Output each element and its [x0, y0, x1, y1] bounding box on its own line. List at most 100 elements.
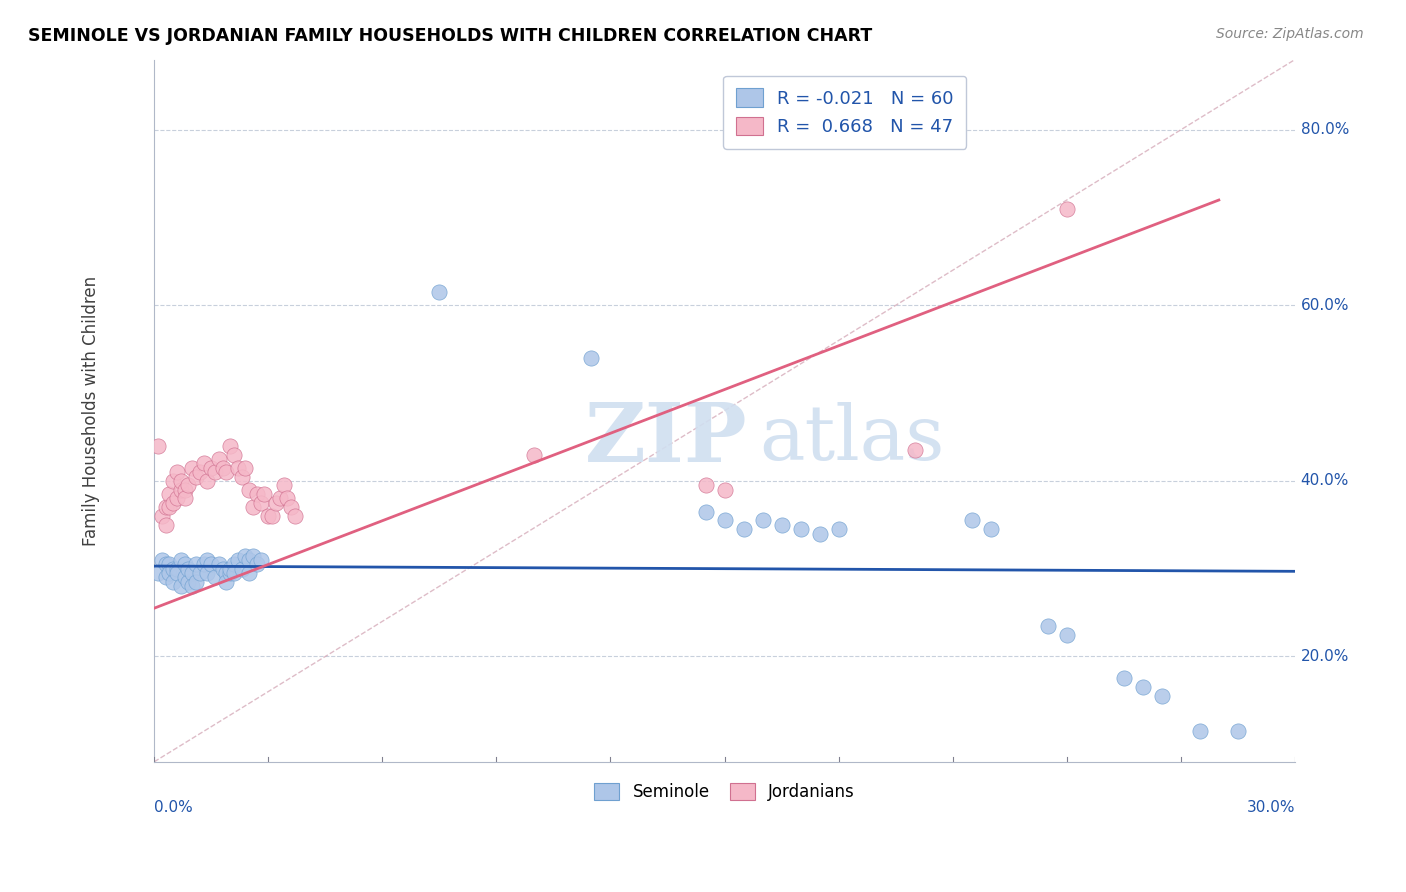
- Point: [960, 513, 983, 527]
- Point: [1036, 618, 1059, 632]
- Point: [789, 522, 811, 536]
- Text: 60.0%: 60.0%: [1301, 298, 1350, 313]
- Point: [713, 513, 735, 527]
- Point: [146, 439, 169, 453]
- Point: [204, 570, 226, 584]
- Point: [188, 465, 211, 479]
- Point: [162, 474, 184, 488]
- Point: [215, 465, 238, 479]
- Point: [159, 558, 181, 572]
- Point: [246, 558, 269, 572]
- Point: [166, 562, 188, 576]
- Point: [980, 522, 1002, 536]
- Text: 0.0%: 0.0%: [155, 800, 193, 815]
- Text: 30.0%: 30.0%: [1246, 800, 1295, 815]
- Point: [1226, 724, 1249, 739]
- Point: [523, 448, 546, 462]
- Point: [170, 579, 193, 593]
- Point: [155, 570, 177, 584]
- Point: [246, 487, 269, 501]
- Point: [238, 566, 260, 580]
- Point: [181, 460, 204, 475]
- Point: [222, 558, 245, 572]
- Point: [215, 566, 238, 580]
- Point: [197, 474, 219, 488]
- Point: [249, 553, 271, 567]
- Point: [155, 558, 177, 572]
- Point: [770, 517, 793, 532]
- Point: [219, 562, 242, 576]
- Point: [1132, 680, 1154, 694]
- Point: [193, 456, 215, 470]
- Text: ZIP: ZIP: [585, 399, 748, 479]
- Point: [222, 448, 245, 462]
- Point: [173, 558, 195, 572]
- Point: [249, 496, 271, 510]
- Point: [181, 579, 204, 593]
- Point: [1188, 724, 1211, 739]
- Point: [904, 443, 927, 458]
- Point: [204, 465, 226, 479]
- Point: [208, 558, 231, 572]
- Point: [219, 566, 242, 580]
- Point: [193, 558, 215, 572]
- Point: [177, 562, 200, 576]
- Point: [231, 469, 253, 483]
- Text: 40.0%: 40.0%: [1301, 474, 1348, 489]
- Point: [242, 500, 264, 515]
- Point: [177, 478, 200, 492]
- Point: [173, 491, 195, 506]
- Text: SEMINOLE VS JORDANIAN FAMILY HOUSEHOLDS WITH CHILDREN CORRELATION CHART: SEMINOLE VS JORDANIAN FAMILY HOUSEHOLDS …: [28, 27, 872, 45]
- Text: 20.0%: 20.0%: [1301, 649, 1348, 664]
- Point: [173, 483, 195, 497]
- Point: [235, 549, 257, 563]
- Point: [188, 566, 211, 580]
- Point: [173, 570, 195, 584]
- Point: [751, 513, 773, 527]
- Text: 80.0%: 80.0%: [1301, 122, 1348, 137]
- Point: [242, 549, 264, 563]
- Point: [177, 574, 200, 589]
- Point: [238, 553, 260, 567]
- Point: [197, 553, 219, 567]
- Point: [235, 460, 257, 475]
- Point: [166, 465, 188, 479]
- Point: [1112, 672, 1135, 686]
- Point: [284, 508, 307, 523]
- Point: [184, 574, 207, 589]
- Point: [226, 460, 249, 475]
- Point: [264, 496, 287, 510]
- Point: [211, 562, 233, 576]
- Point: [273, 478, 295, 492]
- Point: [695, 478, 717, 492]
- Point: [162, 574, 184, 589]
- Text: Family Households with Children: Family Households with Children: [83, 276, 100, 546]
- Point: [581, 351, 603, 365]
- Point: [222, 566, 245, 580]
- Point: [257, 508, 280, 523]
- Point: [166, 491, 188, 506]
- Point: [208, 452, 231, 467]
- Point: [159, 500, 181, 515]
- Text: Source: ZipAtlas.com: Source: ZipAtlas.com: [1216, 27, 1364, 41]
- Point: [1056, 202, 1078, 216]
- Point: [429, 285, 451, 300]
- Point: [162, 562, 184, 576]
- Point: [150, 508, 173, 523]
- Point: [159, 487, 181, 501]
- Point: [170, 553, 193, 567]
- Point: [170, 474, 193, 488]
- Point: [200, 460, 222, 475]
- Point: [226, 553, 249, 567]
- Point: [713, 483, 735, 497]
- Point: [146, 566, 169, 580]
- Point: [219, 439, 242, 453]
- Point: [1056, 627, 1078, 641]
- Point: [166, 566, 188, 580]
- Point: [155, 500, 177, 515]
- Legend: Seminole, Jordanians: Seminole, Jordanians: [586, 775, 863, 810]
- Point: [695, 505, 717, 519]
- Point: [211, 460, 233, 475]
- Point: [280, 500, 302, 515]
- Point: [253, 487, 276, 501]
